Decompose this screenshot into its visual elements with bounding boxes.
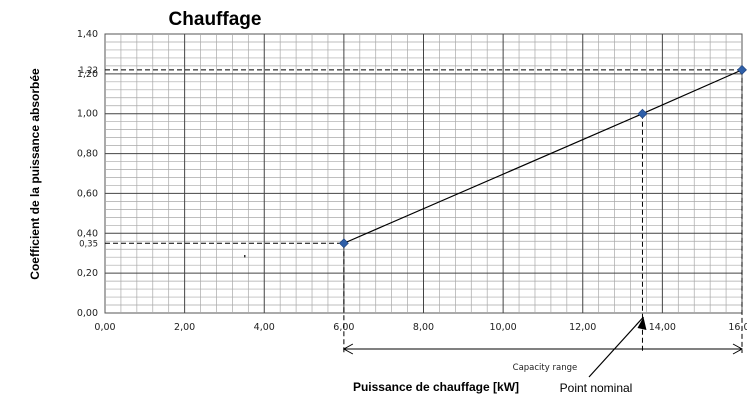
stray-mark [244, 255, 246, 258]
capacity-range-label: Capacity range [513, 363, 578, 373]
nominal-pointer-head [637, 317, 647, 330]
y-axis-label: Coefficient de la puissance absorbée [28, 68, 42, 280]
data-point [338, 238, 349, 249]
annotations: 0,35 1,22 Capacity range Point nominal [79, 66, 744, 395]
y-tick-label: 0,40 [77, 228, 98, 239]
x-tick-label: 4,00 [254, 322, 275, 333]
grid [104, 33, 743, 314]
point-value-label: 1,22 [79, 66, 98, 76]
tick-labels: 0,00 2,00 4,00 6,00 8,00 10,00 12,00 14,00 16,0 0… [77, 29, 747, 333]
y-tick-label: 0,20 [77, 268, 98, 279]
chart-title: Chauffage [169, 9, 262, 30]
x-tick-label: 16,00 [728, 322, 747, 333]
point-value-label: 0,35 [79, 239, 98, 249]
nominal-pointer-line [588, 316, 644, 378]
x-tick-label: 10,00 [490, 322, 517, 333]
series [338, 64, 747, 249]
x-tick-label: 8,00 [413, 322, 434, 333]
guide-lines [105, 69, 743, 353]
data-point [737, 64, 747, 75]
arrowhead-left [342, 343, 354, 355]
nominal-point-label: Point nominal [560, 381, 633, 395]
y-tick-label: 1,40 [77, 29, 98, 40]
y-tick-label: 0,80 [77, 149, 98, 160]
y-tick-label: 1,00 [77, 109, 98, 120]
x-axis-label: Puissance de chauffage [kW] [353, 380, 519, 394]
x-tick-label: 2,00 [174, 322, 195, 333]
y-tick-label: 0,60 [77, 188, 98, 199]
arrowhead-right [732, 343, 744, 355]
x-tick-label: 12,00 [569, 322, 596, 333]
x-tick-label: 0,00 [94, 322, 115, 333]
y-tick-label: 1,20 [77, 69, 98, 80]
x-tick-label: 14,00 [649, 322, 676, 333]
y-tick-label: 0,00 [77, 308, 98, 319]
data-point [637, 108, 648, 119]
